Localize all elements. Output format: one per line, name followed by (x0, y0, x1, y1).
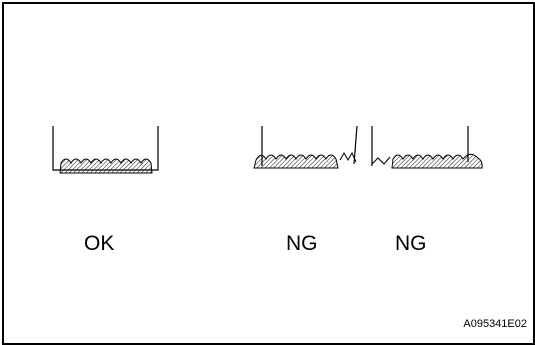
ng-right-groove-notch (371, 156, 391, 165)
ng-left-belt-section (253, 154, 339, 169)
ng-right-belt-section (391, 153, 483, 169)
ng-left-groove-notch (339, 151, 357, 163)
ok-belt-illustration (52, 126, 159, 174)
ng-right-belt-illustration (371, 126, 483, 169)
ng-right-label: NG (395, 232, 427, 255)
ok-belt-section (59, 158, 153, 174)
ok-label: OK (84, 232, 115, 255)
figure-code: A095341E02 (463, 318, 527, 330)
ng-left-belt-illustration (253, 125, 358, 169)
ng-left-label: NG (286, 232, 318, 255)
